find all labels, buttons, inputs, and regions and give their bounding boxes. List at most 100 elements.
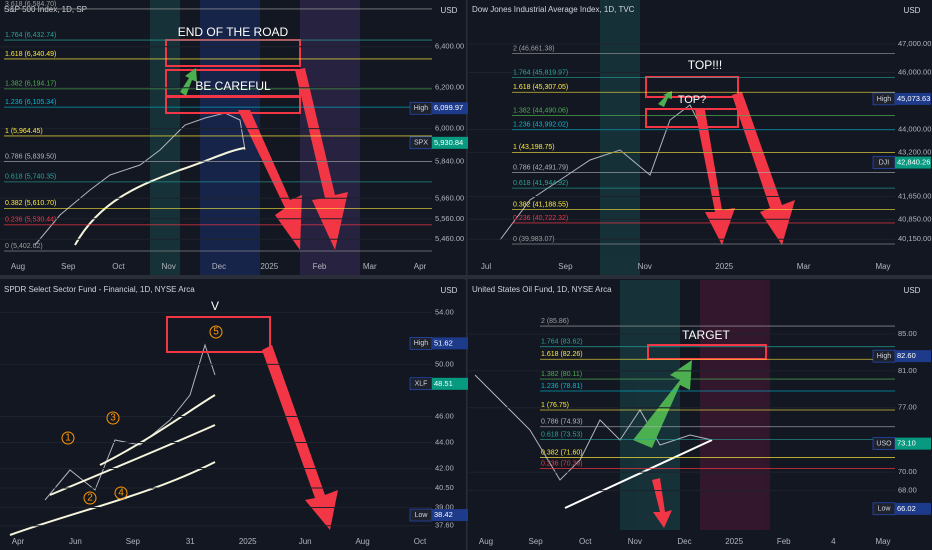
- badge: [895, 156, 931, 169]
- box: [645, 108, 739, 128]
- x-label: Apr: [12, 537, 25, 546]
- wave-label: 3: [110, 413, 116, 424]
- badge-label: 66.02: [897, 504, 916, 513]
- x-label: 4: [831, 537, 836, 546]
- y-tick-label: 85.00: [898, 329, 917, 338]
- y-tick-label: 50.00: [435, 359, 454, 368]
- fib-label: 1 (76.75): [541, 402, 569, 409]
- price-axis: [432, 280, 466, 550]
- x-label: May: [875, 537, 890, 546]
- badge-tag: High: [414, 340, 429, 347]
- box: [165, 96, 301, 114]
- y-tick-label: 6,000.00: [435, 124, 464, 133]
- y-tick-label: 46,000.00: [898, 67, 931, 76]
- box: [166, 316, 271, 353]
- price-path: [474, 374, 713, 481]
- fib-label: 1 (43,198.75): [513, 144, 555, 151]
- badge-tag: XLF: [415, 381, 428, 388]
- x-label: Jun: [299, 537, 312, 546]
- wave-marker: [209, 325, 223, 339]
- badge-tag: Low: [415, 512, 429, 519]
- y-tick-label: 5,660.00: [435, 193, 464, 202]
- x-label: Oct: [112, 262, 125, 271]
- currency: USD: [904, 6, 921, 15]
- badge-tag: DJI: [879, 159, 890, 166]
- badge-tag: USO: [876, 440, 892, 447]
- x-label: 2025: [725, 537, 743, 546]
- wave-marker: [83, 491, 97, 505]
- y-tick-label: 43,200.00: [898, 147, 931, 156]
- fib-label: 1.764 (6,432.74): [5, 32, 56, 39]
- x-label: Dec: [677, 537, 691, 546]
- annotation: BE CAREFUL: [195, 79, 271, 93]
- x-label: Sep: [529, 537, 544, 546]
- x-label: Oct: [414, 537, 427, 546]
- y-tick-label: 68.00: [898, 486, 917, 495]
- badge-label: 42,840.26: [897, 158, 930, 167]
- fib-label: 3.618 (6,584.70): [5, 1, 56, 8]
- moving-average: [99, 394, 216, 466]
- badge: [432, 136, 468, 149]
- badge-label: 45,073.63: [897, 94, 930, 103]
- fib-label: 0.382 (71.60): [541, 449, 583, 456]
- badge-tag: High: [877, 353, 892, 360]
- badge: [432, 509, 468, 522]
- wave-label: 5: [213, 327, 219, 338]
- badge-tag: Low: [878, 506, 892, 513]
- x-label: Dec: [212, 262, 226, 271]
- badge-label: 48.51: [434, 379, 453, 388]
- wave-marker: [106, 411, 120, 425]
- price-axis: [895, 0, 932, 275]
- currency: USD: [441, 286, 458, 295]
- y-tick-label: 5,560.00: [435, 214, 464, 223]
- moving-average: [74, 147, 246, 246]
- moving-average: [9, 461, 216, 536]
- y-tick-label: 70.00: [898, 467, 917, 476]
- x-label: Jun: [69, 537, 82, 546]
- badge-tag: SPX: [414, 140, 428, 147]
- x-label: May: [875, 262, 890, 271]
- box: [645, 76, 739, 98]
- fib-label: 0.786 (5,839.50): [5, 153, 56, 160]
- x-label: Nov: [638, 262, 652, 271]
- trend-line: [564, 439, 713, 509]
- fib-label: 1.236 (6,105.34): [5, 99, 56, 106]
- x-label: Apr: [414, 262, 427, 271]
- y-tick-label: 5,460.00: [435, 234, 464, 243]
- y-tick-label: 39.00: [435, 502, 454, 511]
- x-label: Aug: [355, 537, 369, 546]
- fib-label: 1.764 (83.62): [541, 339, 583, 346]
- badge: [432, 102, 468, 115]
- fib-label: 1.382 (80.11): [541, 371, 582, 378]
- x-label: Sep: [558, 262, 573, 271]
- fib-label: 0.618 (73.53): [541, 432, 583, 439]
- badge-label: 38.42: [434, 510, 453, 519]
- fib-label: 1.236 (78.81): [541, 383, 583, 390]
- y-tick-label: 40,850.00: [898, 214, 931, 223]
- x-label: Nov: [628, 537, 642, 546]
- fib-label: 0.786 (42,491.79): [513, 164, 568, 171]
- badge-label: 82.60: [897, 351, 916, 360]
- panel-title: SPDR Select Sector Fund - Financial, 1D,…: [4, 285, 195, 294]
- y-tick-label: 37.60: [435, 521, 454, 530]
- badge-tag: High: [877, 96, 892, 103]
- y-tick-label: 6,400.00: [435, 42, 464, 51]
- y-tick-label: 44,000.00: [898, 124, 931, 133]
- badge: [432, 337, 468, 350]
- annotation: V: [211, 299, 219, 313]
- fib-label: 1.618 (82.26): [541, 351, 583, 358]
- annotation: END OF THE ROAD: [178, 25, 289, 39]
- wave-label: 4: [118, 488, 124, 499]
- x-label: Feb: [313, 262, 327, 271]
- fib-label: 1.618 (45,307.05): [513, 84, 568, 91]
- x-label: Mar: [797, 262, 811, 271]
- fib-label: 0.786 (74.93): [541, 419, 583, 426]
- panel-title: Dow Jones Industrial Average Index, 1D, …: [472, 5, 635, 14]
- y-tick-label: 5,840.00: [435, 156, 464, 165]
- fib-label: 0.236 (40,722.32): [513, 215, 568, 222]
- wave-label: 1: [65, 433, 71, 444]
- fib-label: 0 (5,402.62): [5, 243, 43, 250]
- y-tick-label: 40,150.00: [898, 234, 931, 243]
- fib-label: 0.382 (41,188.55): [513, 201, 568, 208]
